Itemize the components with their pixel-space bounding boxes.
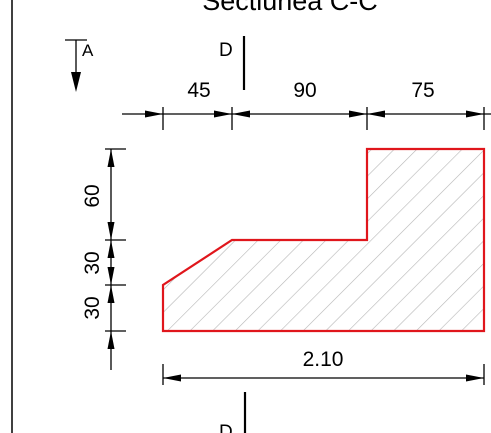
left-dimension-chain [105,148,126,370]
section-cut-mark-lower: D [219,392,247,433]
top-dimension-chain [122,107,491,130]
dimension-top-3: 75 [411,79,434,102]
section-title: Sectiunea C-C [202,0,378,16]
dimension-bottom-total: 2.10 [303,348,344,371]
dimension-top-1: 45 [187,79,210,102]
bottom-dimension-arrows [163,374,484,382]
top-dimension-arrows [145,110,484,118]
dimension-left-1: 60 [81,184,104,207]
dimension-left-2: 30 [81,251,104,274]
dimension-top-2: 90 [293,79,316,102]
section-mark-lower-label: D [219,422,233,433]
section-shape [161,147,486,333]
bottom-dimension [162,364,485,385]
dimension-left-3: 30 [81,296,104,319]
view-arrow-label: A [82,41,94,60]
section-mark-upper-label: D [219,40,233,61]
view-arrow: A [65,39,94,92]
left-dimension-arrows [107,149,115,349]
section-cut-mark-upper: D [219,36,246,90]
